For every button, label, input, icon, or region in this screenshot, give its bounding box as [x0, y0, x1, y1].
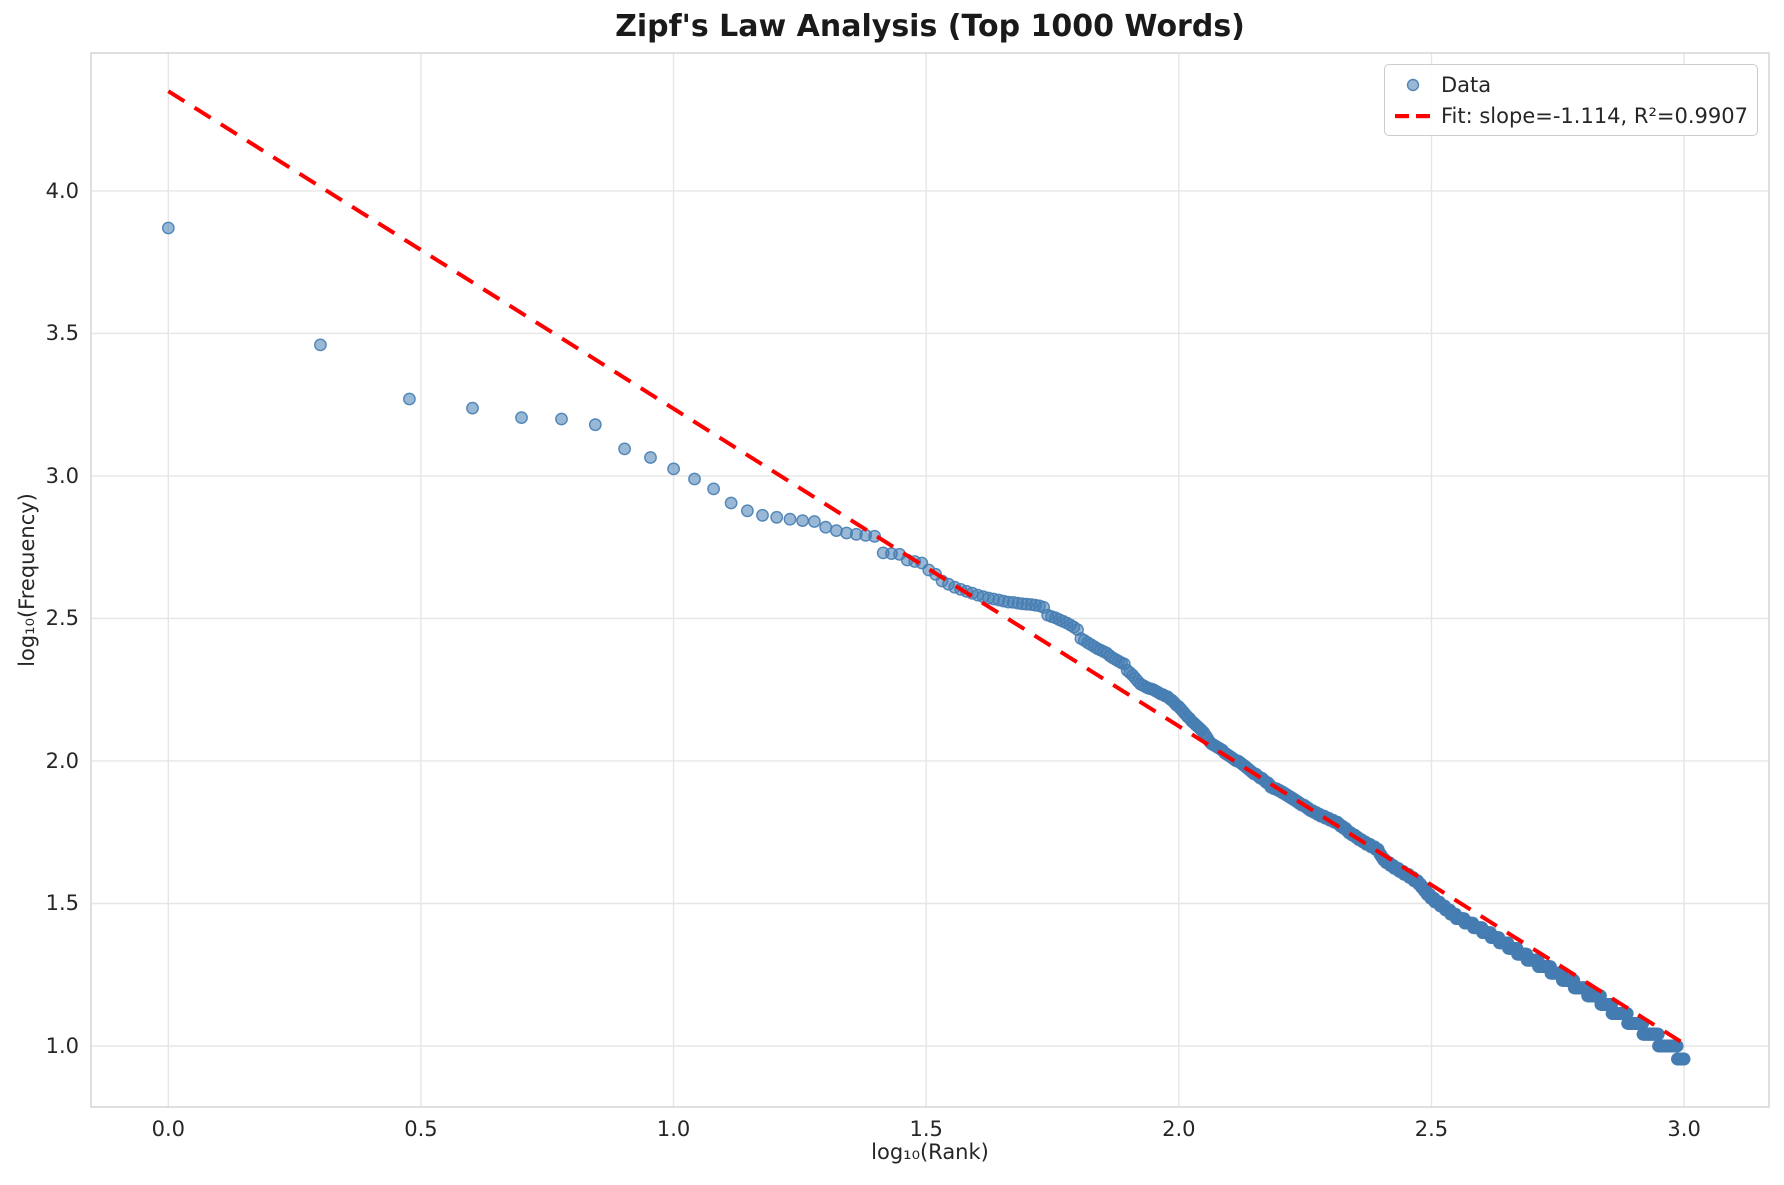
plot-title: Zipf's Law Analysis (Top 1000 Words) [615, 9, 1245, 44]
legend-item-fit: Fit: slope=-1.114, R²=0.9907 [1395, 100, 1748, 131]
y-tick-label: 2.5 [45, 606, 79, 631]
scatter-series-data [161, 221, 1691, 1066]
x-tick-label: 3.0 [1667, 1117, 1701, 1141]
legend: Data Fit: slope=-1.114, R²=0.9907 [1384, 64, 1758, 136]
x-tick-label: 0.0 [151, 1117, 185, 1141]
scatter-marker-icon [1406, 78, 1420, 91]
y-tick-label: 3.0 [45, 463, 79, 488]
y-tick-label: 1.0 [45, 1034, 79, 1058]
x-tick-label: 2.0 [1162, 1117, 1196, 1141]
y-tick-label: 2.0 [45, 748, 79, 773]
y-tick-label: 3.5 [45, 321, 79, 346]
fit-line [167, 89, 1688, 1048]
legend-item-data: Data [1395, 69, 1747, 100]
legend-fit-label: Fit: slope=-1.114, R²=0.9907 [1441, 103, 1748, 128]
gridlines [91, 53, 1769, 1107]
legend-data-label: Data [1441, 72, 1492, 97]
x-tick-label: 1.0 [656, 1117, 691, 1141]
y-tick-label: 4.0 [45, 178, 79, 203]
x-tick-label: 2.5 [1414, 1117, 1449, 1141]
plot-border [90, 52, 1770, 1108]
x-tick-label: 1.5 [909, 1117, 943, 1141]
y-tick-label: 1.5 [45, 891, 79, 916]
x-tick-label: 0.5 [404, 1117, 438, 1141]
x-axis-label: log₁₀(Rank) [871, 1140, 989, 1164]
dashed-line-icon [1395, 113, 1430, 118]
